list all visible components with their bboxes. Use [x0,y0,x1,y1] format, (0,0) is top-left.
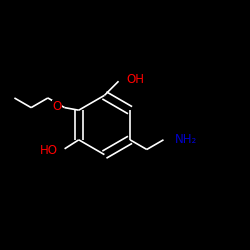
Text: O: O [52,100,62,113]
Text: OH: OH [127,73,145,86]
Text: HO: HO [40,144,58,158]
Text: NH₂: NH₂ [175,133,197,146]
